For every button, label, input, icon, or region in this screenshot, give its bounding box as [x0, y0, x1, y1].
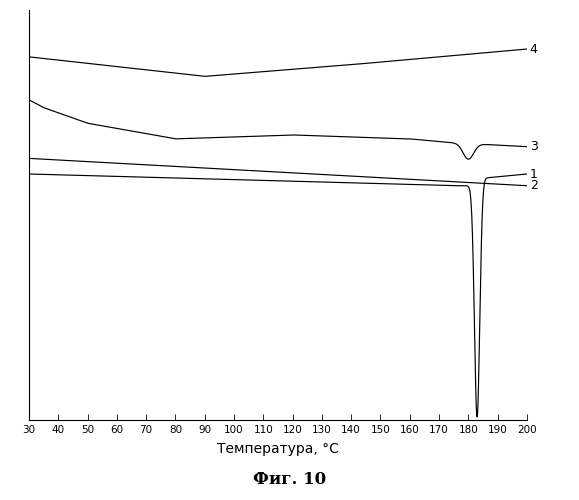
- X-axis label: Температура, °C: Температура, °C: [217, 442, 339, 456]
- Text: 1: 1: [530, 168, 538, 180]
- Text: 3: 3: [530, 140, 538, 153]
- Text: 2: 2: [530, 179, 538, 192]
- Text: 4: 4: [530, 42, 538, 56]
- Text: Фиг. 10: Фиг. 10: [253, 470, 326, 488]
